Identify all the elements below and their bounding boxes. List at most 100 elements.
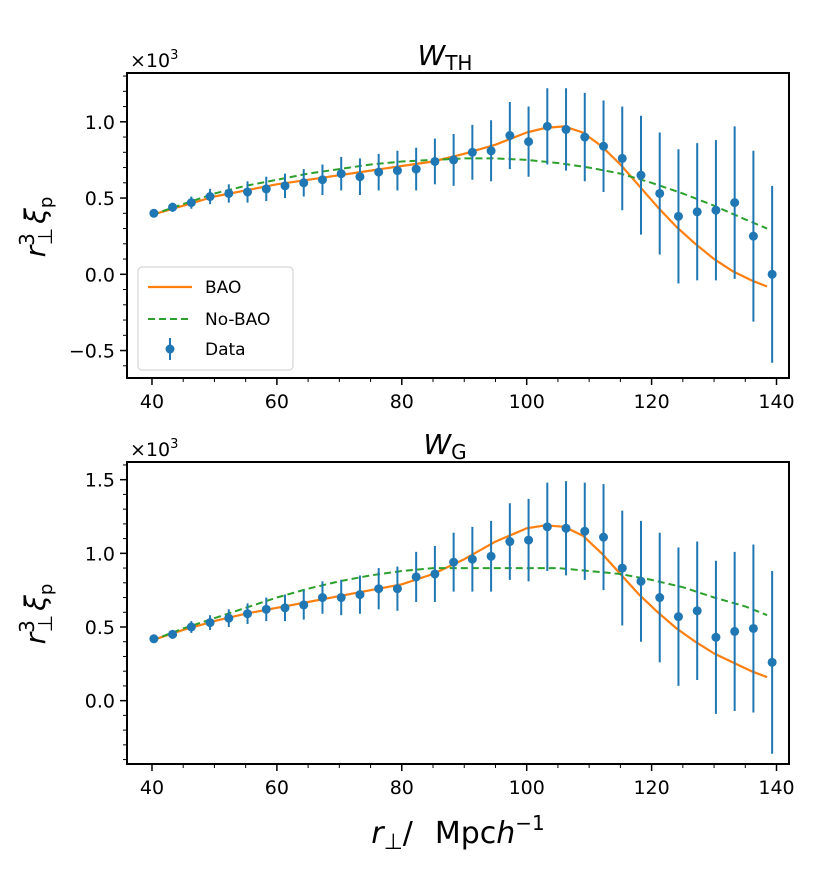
data-point [205, 618, 215, 628]
data-point [599, 532, 609, 542]
x-tick-label: 40 [140, 777, 164, 799]
xlabel-exp: −1 [515, 811, 544, 835]
y-tick-label: 0.0 [85, 691, 115, 713]
data-point [186, 622, 196, 632]
data-point [730, 626, 740, 636]
data-point [748, 231, 758, 241]
data-point [767, 269, 777, 279]
x-tick-label: 120 [633, 777, 669, 799]
data-point [317, 175, 327, 185]
data-point [580, 526, 590, 536]
x-tick-label: 40 [140, 391, 164, 413]
curves-layer [151, 524, 768, 679]
data-point [767, 657, 777, 667]
data-point [430, 569, 440, 579]
data-point [467, 147, 477, 157]
ylabel-xi-sub: p [36, 197, 57, 208]
tick-layer: 40 60 80 100 120 140 0.0 0.5 1.0 1.5 [85, 464, 795, 799]
data-point [168, 629, 178, 639]
x-tick-label: 120 [633, 391, 669, 413]
data-point [692, 207, 702, 217]
data-point [636, 576, 646, 586]
data-point [467, 554, 477, 564]
multiplier-base: ×10 [130, 50, 170, 72]
svg-text:r3⊥ξp: r3⊥ ξp [15, 197, 57, 258]
panel-title-main: W [418, 39, 447, 72]
ylabel-xi: ξ [19, 208, 52, 225]
y-tick-label: 0.5 [85, 188, 115, 210]
data-point [542, 121, 552, 131]
x-tick-label: 60 [265, 391, 289, 413]
x-axis-label: r⊥/ Mpch−1 [371, 811, 545, 855]
legend-box [137, 266, 294, 371]
panel-title-main: W [423, 428, 452, 461]
x-tick-label: 140 [758, 391, 794, 413]
xlabel-unit: Mpc [435, 816, 496, 851]
panel-title: WTH [418, 39, 473, 75]
legend-data-swatch-marker [165, 344, 175, 354]
x-tick-label: 80 [390, 391, 414, 413]
data-point [711, 632, 721, 642]
data-point [355, 590, 365, 600]
data-point [449, 557, 459, 567]
data-point [449, 155, 459, 165]
data-point [280, 603, 290, 613]
y-axis-label: r3⊥ ξp [15, 197, 57, 258]
data-point [748, 623, 758, 633]
data-point [243, 187, 253, 197]
data-point [505, 537, 515, 547]
panel-title-subscript: G [451, 440, 467, 464]
svg-text:r3⊥ξp: r3⊥ ξp [15, 584, 57, 645]
data-point [243, 609, 253, 619]
tick-layer: 40 60 80 100 120 140 −0.5 0.0 0.5 1.0 [69, 75, 795, 413]
data-point [168, 202, 178, 212]
y-axis-label: r3⊥ ξp [15, 584, 57, 645]
axes-frame [126, 72, 790, 379]
data-point [355, 172, 365, 182]
xlabel-r: r [371, 816, 385, 851]
data-point [411, 164, 421, 174]
xlabel-h: h [496, 816, 515, 851]
data-point [673, 211, 683, 221]
data-point [486, 146, 496, 156]
data-point [524, 535, 534, 545]
legend-data-label: Data [205, 340, 246, 360]
data-point [374, 584, 384, 594]
ylabel-xi-sub: p [36, 584, 57, 595]
panel-wth: 40 60 80 100 120 140−0.50.00.51.0 WTH ×103 r3… [15, 39, 795, 413]
data-point [561, 523, 571, 533]
data-point [730, 198, 740, 208]
legend-nobao-label: No-BAO [205, 310, 270, 330]
data-point [336, 169, 346, 179]
data-point [224, 613, 234, 623]
y-tick-label: −0.5 [69, 341, 115, 363]
data-point [655, 188, 665, 198]
y-tick-label: 0.0 [85, 264, 115, 286]
data-point [261, 604, 271, 614]
legend-bao-label: BAO [205, 278, 241, 298]
curves-layer [151, 125, 768, 288]
data-points-layer [149, 481, 777, 754]
panel-title-subscript: TH [444, 51, 472, 75]
data-point [317, 593, 327, 603]
ylabel-sup: 3 [15, 620, 39, 633]
data-point [430, 156, 440, 166]
data-point [186, 198, 196, 208]
data-point [599, 141, 609, 151]
data-point [486, 551, 496, 561]
data-point [149, 634, 159, 644]
y-tick-label: 1.0 [85, 112, 115, 134]
data-point [673, 612, 683, 622]
ylabel-sup: 3 [15, 233, 39, 246]
data-point [617, 563, 627, 573]
ylabel-r: r [19, 631, 52, 644]
nobao-curve [151, 157, 768, 230]
multiplier-exponent: 3 [170, 48, 178, 63]
data-point [655, 593, 665, 603]
data-point [205, 192, 215, 202]
ylabel-xi: ξ [19, 595, 52, 612]
data-point [561, 124, 571, 134]
x-tick-label: 80 [390, 777, 414, 799]
data-point [299, 600, 309, 610]
